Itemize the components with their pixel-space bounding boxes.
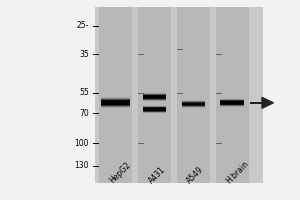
Text: A549: A549 (185, 165, 206, 185)
Text: 25-: 25- (76, 21, 89, 30)
Text: 100: 100 (74, 139, 89, 148)
Text: A431: A431 (147, 165, 167, 185)
Text: H.brain: H.brain (224, 159, 250, 185)
Bar (177, 7, 210, 183)
Bar (95, 7, 263, 183)
Text: HepG2: HepG2 (108, 161, 133, 185)
Bar (99, 7, 132, 183)
Text: 130: 130 (74, 161, 89, 170)
Text: 70: 70 (79, 109, 89, 118)
Bar (216, 7, 248, 183)
Bar (138, 7, 171, 183)
FancyArrow shape (250, 97, 273, 108)
Text: 55: 55 (79, 88, 89, 97)
Text: 35: 35 (79, 50, 89, 59)
